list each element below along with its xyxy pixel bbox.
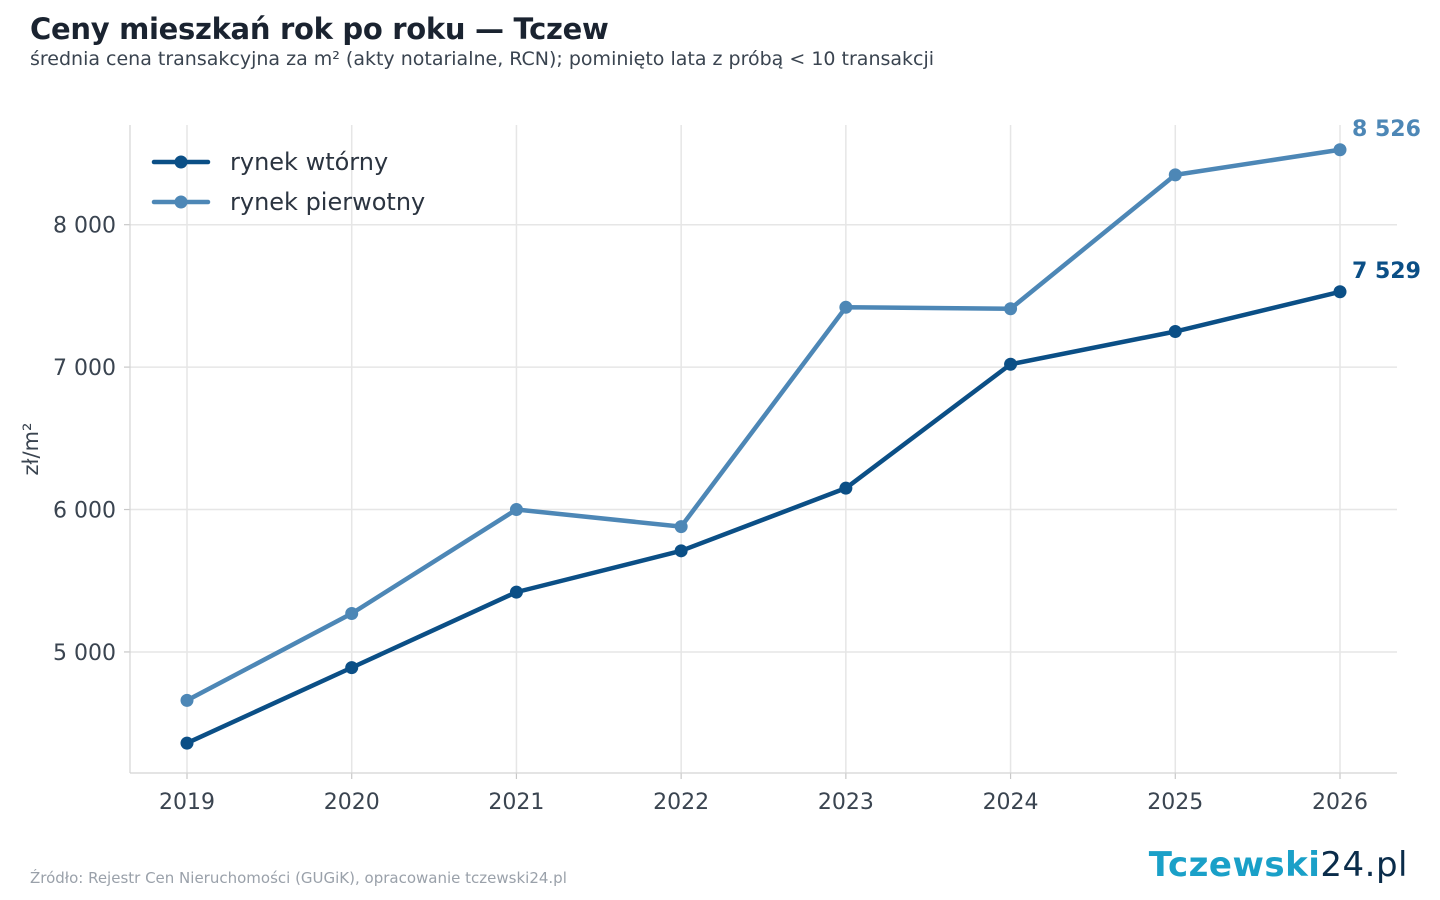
- series-line: [184, 289, 1343, 746]
- data-point: [509, 585, 523, 599]
- series: 7 529 8 526: [180, 117, 1421, 750]
- y-axis-label: zł/m²: [19, 423, 43, 476]
- legend: rynek wtórny rynek pierwotny: [151, 148, 425, 216]
- brand-logo: Tczewski24.pl: [1149, 845, 1408, 885]
- data-point: [180, 736, 194, 750]
- logo-part-2: 24.pl: [1320, 845, 1408, 885]
- end-value-label: 8 526: [1352, 117, 1421, 142]
- chart-subtitle: średnia cena transakcyjna za m² (akty no…: [30, 48, 935, 70]
- data-point: [180, 693, 194, 707]
- x-tick-label: 2024: [983, 790, 1039, 815]
- y-tick-label: 7 000: [53, 356, 116, 381]
- data-point: [674, 520, 688, 534]
- legend-label: rynek pierwotny: [230, 188, 425, 216]
- legend-marker: [174, 155, 188, 169]
- chart-title: Ceny mieszkań rok po roku — Tczew: [30, 12, 609, 46]
- x-tick-label: 2021: [488, 790, 544, 815]
- y-tick-label: 5 000: [53, 641, 116, 666]
- data-point: [1004, 357, 1018, 371]
- axes: 2019 2020 2021 2022 2023 2024 2025 2026 5 000 6 0…: [19, 125, 1397, 815]
- data-point: [1004, 302, 1018, 316]
- legend-label: rynek wtórny: [230, 148, 388, 176]
- data-point: [1168, 325, 1182, 339]
- data-point: [509, 503, 523, 517]
- source-note: Źródło: Rejestr Cen Nieruchomości (GUGiK…: [30, 869, 567, 887]
- data-point: [839, 481, 853, 495]
- x-tick-label: 2026: [1312, 790, 1368, 815]
- x-tick-label: 2023: [818, 790, 874, 815]
- data-point: [1333, 143, 1347, 157]
- data-point: [1168, 168, 1182, 182]
- x-tick-label: 2019: [159, 790, 215, 815]
- x-tick-label: 2025: [1147, 790, 1203, 815]
- y-tick-label: 8 000: [53, 214, 116, 239]
- data-point: [345, 661, 359, 675]
- grid: [130, 125, 1397, 773]
- y-tick-label: 6 000: [53, 499, 116, 524]
- data-point: [1333, 285, 1347, 299]
- end-value-label: 7 529: [1352, 259, 1421, 284]
- data-point: [674, 544, 688, 558]
- x-tick-label: 2022: [653, 790, 709, 815]
- logo-part-1: Tczewski: [1148, 845, 1321, 885]
- data-point: [839, 300, 853, 314]
- x-tick-label: 2020: [324, 790, 380, 815]
- legend-marker: [174, 195, 188, 209]
- series-line: [184, 147, 1343, 703]
- data-point: [345, 606, 359, 620]
